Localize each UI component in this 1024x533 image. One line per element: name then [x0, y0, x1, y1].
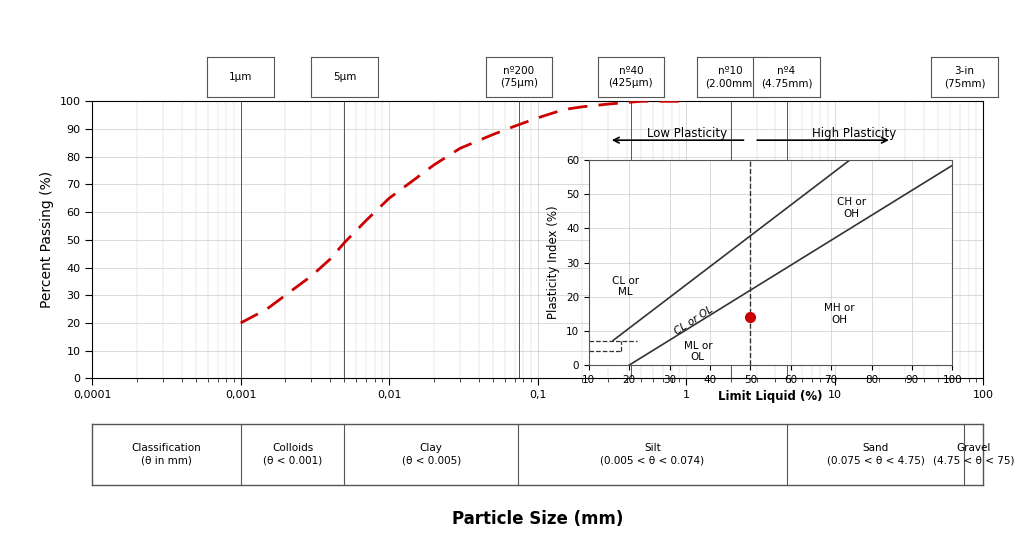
- Text: ML or
OL: ML or OL: [684, 341, 712, 362]
- Text: 3-in
(75mm): 3-in (75mm): [944, 66, 985, 88]
- Text: Low Plasticity: Low Plasticity: [647, 127, 727, 140]
- Text: Colloids
(θ < 0.001): Colloids (θ < 0.001): [263, 443, 323, 466]
- Text: Classification
(θ in mm): Classification (θ in mm): [131, 443, 202, 466]
- Text: nº200
(75μm): nº200 (75μm): [500, 66, 538, 88]
- Text: Gravel
(4.75 < θ < 75): Gravel (4.75 < θ < 75): [933, 443, 1015, 466]
- Text: CL or
ML: CL or ML: [611, 276, 639, 297]
- Y-axis label: Plasticity Index (%): Plasticity Index (%): [548, 206, 560, 319]
- Text: Sand
(0.075 < θ < 4.75): Sand (0.075 < θ < 4.75): [826, 443, 925, 466]
- Text: nº40
(425μm): nº40 (425μm): [608, 66, 653, 88]
- Text: nº10
(2.00mm): nº10 (2.00mm): [706, 66, 757, 88]
- Text: MH or
OH: MH or OH: [824, 303, 855, 325]
- Y-axis label: Percent Passing (%): Percent Passing (%): [40, 171, 54, 309]
- Text: CH or
OH: CH or OH: [837, 197, 866, 219]
- Text: High Plasticity: High Plasticity: [812, 127, 896, 140]
- Text: nº4
(4.75mm): nº4 (4.75mm): [761, 66, 812, 88]
- Text: Silt
(0.005 < θ < 0.074): Silt (0.005 < θ < 0.074): [600, 443, 705, 466]
- Text: Particle Size (mm): Particle Size (mm): [452, 510, 624, 528]
- Text: CL or OL: CL or OL: [673, 304, 715, 337]
- X-axis label: Limit Liquid (%): Limit Liquid (%): [718, 390, 823, 403]
- Text: 5μm: 5μm: [333, 72, 356, 82]
- Text: Clay
(θ < 0.005): Clay (θ < 0.005): [401, 443, 461, 466]
- Text: 1μm: 1μm: [229, 72, 252, 82]
